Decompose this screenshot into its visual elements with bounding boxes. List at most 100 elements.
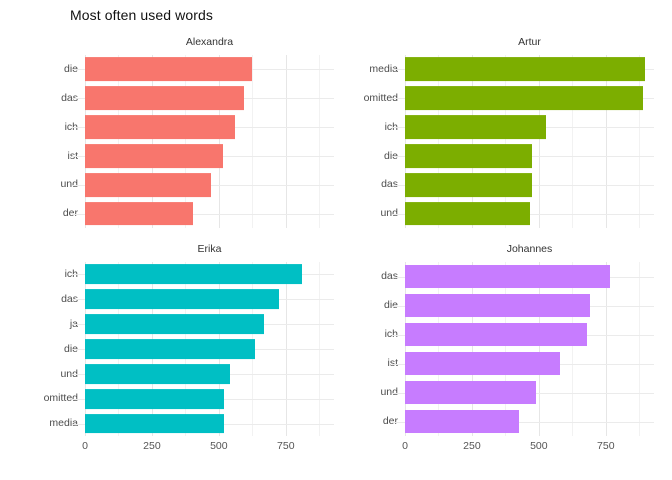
x-axis-tick-label-750: 750 [597, 440, 615, 452]
bar-track [392, 262, 654, 436]
bar-erika-das [85, 289, 280, 310]
bar-johannes-die [405, 293, 590, 318]
y-axis-label-der: der [62, 207, 78, 220]
plot-area: die das ich ist und der [30, 55, 334, 228]
bar-artur-ich [405, 115, 546, 139]
bar-artur-und [405, 201, 530, 226]
minor-gridline-x-875 [639, 55, 641, 228]
minor-gridline-x-375 [185, 55, 187, 228]
minor-gridline-x-875 [639, 262, 641, 436]
major-gridline-x-0 [85, 55, 86, 228]
bar-artur-omitted [405, 86, 644, 111]
y-axis-label-und: und [60, 367, 78, 380]
bar-johannes-ich [405, 322, 588, 347]
category-gridline [392, 421, 654, 423]
x-axis: 0 250 500 750 [350, 439, 654, 455]
y-axis-label-die: die [383, 299, 398, 312]
bar-alexandra-ist [85, 143, 223, 168]
y-axis-label-ich: ich [64, 268, 78, 281]
page-title: Most often used words [70, 7, 213, 23]
plot-area: das die ich ist und der [350, 262, 654, 436]
bar-track [72, 55, 334, 228]
bar-erika-ja [85, 314, 265, 335]
facet-panel-johannes: Johannes das die ich ist und der 0 250 500 750 [350, 243, 654, 455]
bar-track [392, 55, 654, 228]
x-axis-spacer [30, 439, 85, 455]
bar-alexandra-das [85, 86, 245, 111]
y-axis-label-media: media [369, 63, 398, 76]
bar-artur-die [405, 143, 533, 168]
y-axis-label-ich: ich [64, 120, 78, 133]
plot-area: ich das ja die und omitted media [30, 262, 334, 436]
y-axis-label-ja: ja [30, 312, 78, 337]
minor-gridline-x-625 [572, 55, 574, 228]
x-axis-tick-label-250: 250 [463, 440, 481, 452]
x-axis-tick-label-750: 750 [277, 440, 295, 452]
major-gridline-x-750 [605, 55, 607, 228]
y-axis-label-die: die [383, 149, 398, 162]
bar-erika-die [85, 339, 256, 359]
y-axis-label-ist: ist [387, 357, 399, 370]
facet-panel-erika: Erika ich das ja die und omitted media 0 250 500… [30, 243, 334, 455]
y-axis-label-omitted: omitted [43, 392, 78, 405]
x-axis-tick-label-500: 500 [530, 440, 548, 452]
y-axis-label-und: und [380, 207, 398, 220]
facet-title: Artur [518, 36, 541, 48]
y-axis-label-und: und [60, 178, 78, 191]
x-axis-tick-label-500: 500 [210, 440, 228, 452]
facet-title: Erika [197, 243, 222, 255]
minor-gridline-x-625 [572, 262, 574, 436]
minor-gridline-x-125 [438, 55, 440, 228]
y-axis-label-das: das [381, 178, 398, 191]
facet-title: Johannes [506, 243, 553, 255]
y-axis-label-der: der [382, 415, 398, 428]
y-axis-label-und: und [380, 386, 398, 399]
minor-gridline-x-375 [505, 55, 507, 228]
facet-panel-alexandra: Alexandra die das ich ist und der [30, 36, 334, 228]
facet-title: Alexandra [185, 36, 234, 48]
x-axis-tick-label-250: 250 [143, 440, 161, 452]
y-axis-label-das: das [61, 293, 78, 306]
bar-alexandra-die [85, 57, 253, 82]
x-axis: 0 250 500 750 [30, 439, 334, 455]
major-gridline-x-0 [405, 55, 406, 228]
major-gridline-x-250 [151, 55, 153, 228]
bar-artur-das [405, 172, 533, 197]
facet-grid: Alexandra die das ich ist und der Artur media… [30, 36, 654, 455]
bar-johannes-der [405, 409, 519, 434]
major-gridline-x-500 [538, 55, 540, 228]
major-gridline-x-500 [538, 262, 540, 436]
x-axis-ticks: 0 250 500 750 [402, 439, 654, 455]
bar-alexandra-und [85, 172, 211, 197]
minor-gridline-x-625 [252, 55, 254, 228]
y-axis-labels: das die ich ist und der [350, 262, 398, 436]
y-axis-label-die: die [63, 342, 78, 355]
bar-artur-media [405, 57, 645, 82]
major-gridline-x-750 [285, 55, 287, 228]
x-axis-ticks: 0 250 500 750 [82, 439, 334, 455]
bar-erika-und [85, 363, 230, 384]
y-axis-label-die: die [63, 63, 78, 76]
y-axis-label-media: media [49, 417, 78, 430]
facet-panel-artur: Artur media omitted ich die das und [350, 36, 654, 228]
major-gridline-x-250 [471, 55, 473, 228]
major-gridline-x-0 [405, 262, 406, 436]
bar-alexandra-der [85, 201, 194, 226]
y-axis-label-das: das [381, 270, 398, 283]
y-axis-labels: media omitted ich die das und [350, 55, 398, 228]
bar-erika-ich [85, 264, 302, 285]
y-axis-labels: ich das ja die und omitted media [30, 262, 78, 436]
y-axis-label-omitted: omitted [363, 91, 398, 104]
bar-johannes-ist [405, 351, 561, 376]
major-gridline-x-250 [471, 262, 473, 436]
x-axis-tick-label-0: 0 [402, 440, 408, 452]
bar-johannes-und [405, 380, 537, 405]
bar-erika-media [85, 413, 225, 434]
minor-gridline-x-125 [118, 55, 120, 228]
x-axis-tick-label-0: 0 [82, 440, 88, 452]
y-axis-labels: die das ich ist und der [30, 55, 78, 228]
minor-gridline-x-125 [438, 262, 440, 436]
y-axis-label-ich: ich [384, 120, 398, 133]
major-gridline-x-500 [218, 55, 220, 228]
y-axis-label-das: das [61, 91, 78, 104]
